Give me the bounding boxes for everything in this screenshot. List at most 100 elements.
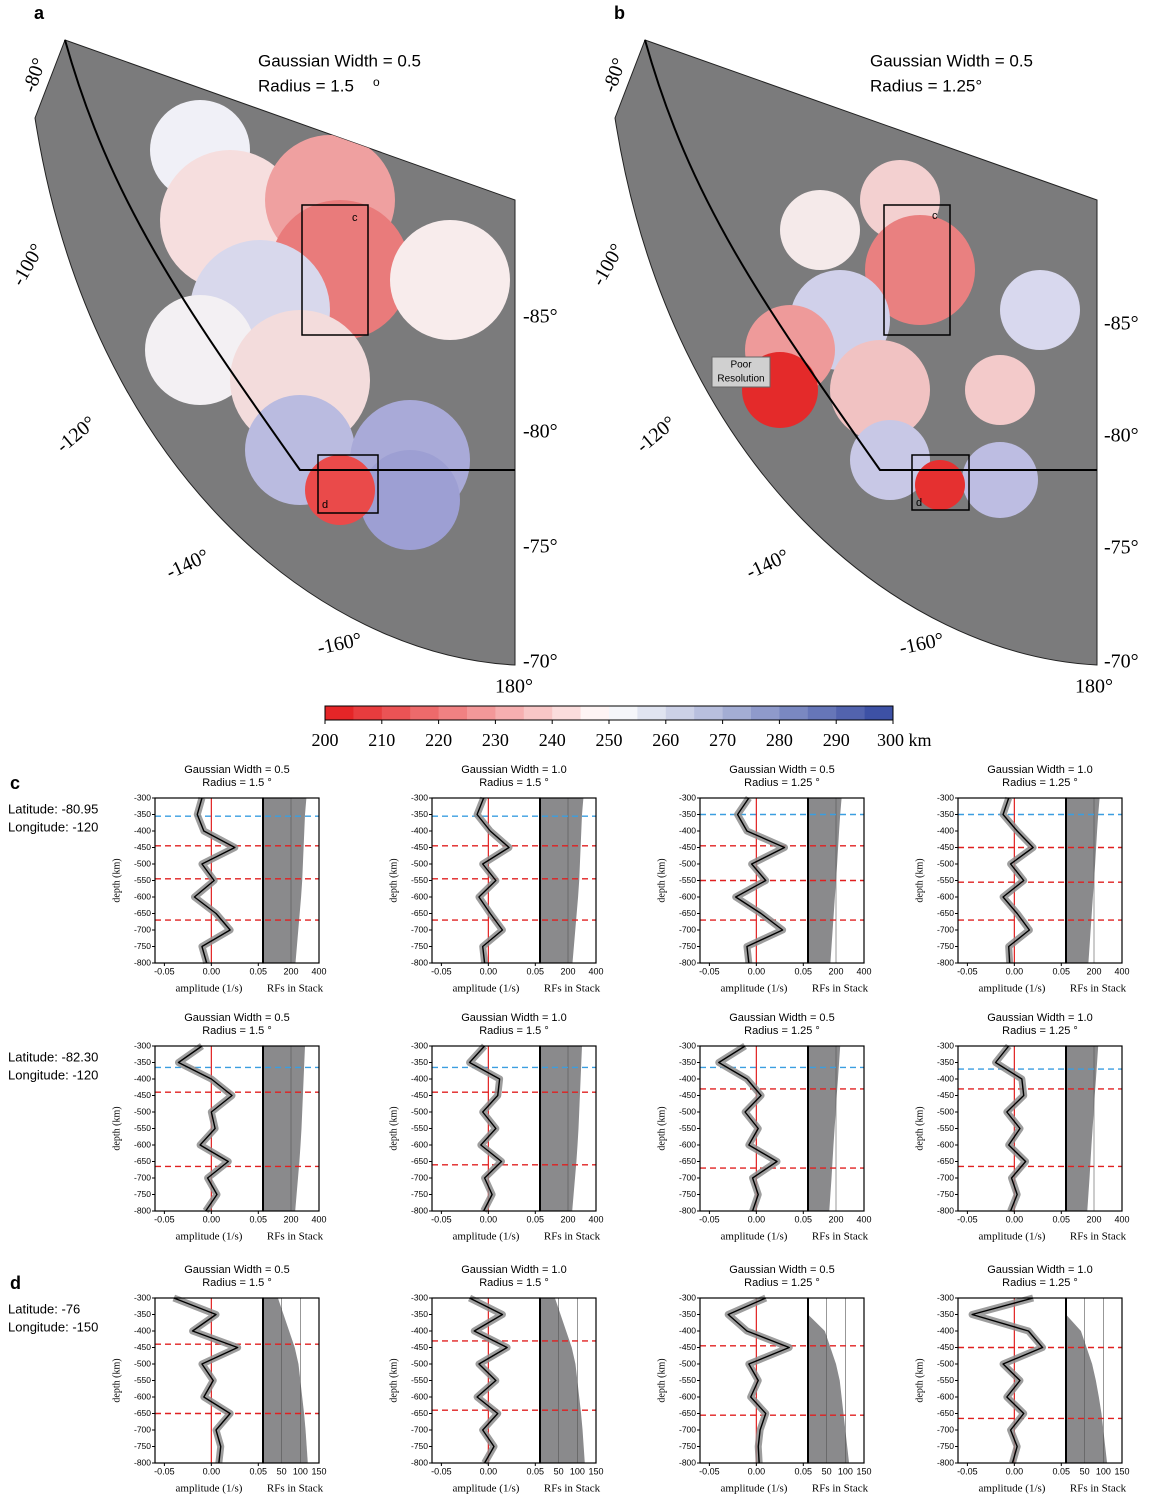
x-tick-label: -0.05 (699, 1466, 720, 1476)
y-tick-label: -650 (679, 1408, 696, 1418)
y-tick-label: -500 (679, 1106, 696, 1116)
y-tick-label: -800 (679, 1457, 696, 1467)
lon-label: -120° (52, 412, 100, 458)
y-tick-label: -800 (679, 957, 696, 967)
anomaly (850, 420, 930, 500)
y-tick-label: -400 (134, 1073, 151, 1083)
degree-mark: o (373, 75, 380, 89)
colorbar-step (637, 706, 667, 720)
y-tick-label: -750 (679, 1441, 696, 1451)
y-tick-label: -550 (679, 1375, 696, 1385)
x2-axis-label: RFs in Stack (267, 1483, 324, 1495)
amplitude-trace (468, 1045, 503, 1212)
y-tick-label: -750 (937, 1189, 954, 1199)
colorbar-tick-label: 290 (823, 730, 850, 750)
y-tick-label: -700 (411, 924, 428, 934)
region-box (317, 454, 379, 514)
x-axis-label: amplitude (1/s) (979, 1231, 1046, 1243)
x2-tick-label: 150 (856, 1466, 871, 1476)
plot-title: Gaussian Width = 1.0 (987, 1264, 1092, 1276)
y-tick-label: -700 (134, 1172, 151, 1182)
amplitude-trace (734, 797, 786, 964)
y-tick-label: -400 (679, 825, 696, 835)
row-latitude: Latitude: -76 (8, 1301, 80, 1316)
y-tick-label: -800 (411, 1205, 428, 1215)
x2-tick-label: 400 (856, 1214, 871, 1224)
plot-title: Gaussian Width = 1.0 (987, 1012, 1092, 1024)
x-tick-label: 0.05 (1053, 966, 1071, 976)
y-tick-label: -600 (134, 891, 151, 901)
map-b: b c d Poor Resolution Gaussian Width = 0… (587, 3, 1138, 698)
colorbar-tick-label: 200 (312, 730, 339, 750)
y-tick-label: -400 (411, 1325, 428, 1335)
x-tick-label: -0.05 (154, 1466, 175, 1476)
box-label: d (916, 497, 922, 509)
map-subtitle: Radius = 1.5 (258, 76, 354, 95)
y-tick-label: -700 (679, 924, 696, 934)
y-tick-label: -350 (679, 809, 696, 819)
x-tick-label: 0.05 (527, 1466, 545, 1476)
x2-tick-label: 50 (1080, 1466, 1090, 1476)
y-tick-label: -650 (679, 908, 696, 918)
x-tick-label: -0.05 (699, 966, 720, 976)
y-tick-label: -500 (679, 858, 696, 868)
x2-axis-label: RFs in Stack (1070, 1483, 1127, 1495)
x2-axis-label: RFs in Stack (1070, 1231, 1127, 1243)
y-tick-label: -650 (679, 1156, 696, 1166)
x-tick-label: 0.00 (1006, 1466, 1024, 1476)
plot-subtitle: Radius = 1.5 ° (202, 777, 272, 789)
y-tick-label: -500 (134, 1106, 151, 1116)
x2-tick-label: 200 (560, 966, 575, 976)
lat-label: -70° (1104, 651, 1139, 673)
x-tick-label: -0.05 (699, 1214, 720, 1224)
x-tick-label: -0.05 (154, 966, 175, 976)
amplitude-band (992, 1043, 1030, 1213)
rf-count-area (808, 1046, 841, 1211)
anomaly (915, 460, 965, 510)
colorbar-step (864, 706, 894, 720)
row-longitude: Longitude: -120 (8, 819, 98, 834)
plot-subtitle: Radius = 1.5 ° (202, 1025, 272, 1037)
y-tick-label: -700 (937, 1424, 954, 1434)
y-tick-label: -500 (937, 1358, 954, 1368)
x-tick-label: 0.05 (795, 1214, 813, 1224)
y-tick-label: -600 (937, 1139, 954, 1149)
y-tick-label: -300 (937, 792, 954, 802)
map-title: Gaussian Width = 0.5 (258, 51, 421, 70)
y-tick-label: -700 (134, 924, 151, 934)
x2-axis-label: RFs in Stack (812, 1483, 869, 1495)
y-tick-label: -300 (679, 1040, 696, 1050)
y-tick-label: -700 (937, 924, 954, 934)
rf-count-area (263, 1046, 305, 1211)
coastline (64, 39, 515, 471)
y-tick-label: -500 (134, 1358, 151, 1368)
y-tick-label: -750 (679, 1189, 696, 1199)
x-tick-label: -0.05 (154, 1214, 175, 1224)
x-tick-label: -0.05 (431, 1214, 452, 1224)
colorbar-step (325, 706, 354, 720)
x2-axis-label: RFs in Stack (1070, 983, 1127, 995)
y-tick-label: -550 (679, 875, 696, 885)
y-tick-label: -350 (679, 1309, 696, 1319)
y-tick-label: -450 (679, 842, 696, 852)
y-tick-label: -750 (134, 1189, 151, 1199)
x-axis-label: amplitude (1/s) (453, 1231, 520, 1243)
y-tick-label: -300 (134, 792, 151, 802)
colorbar-step (836, 706, 866, 720)
anomaly (962, 442, 1038, 518)
y-tick-label: -750 (411, 1189, 428, 1199)
y-tick-label: -550 (134, 875, 151, 885)
x-tick-label: 0.05 (527, 966, 545, 976)
plot-subtitle: Radius = 1.25 ° (1002, 1025, 1078, 1037)
colorbar-step (552, 706, 582, 720)
y-tick-label: -800 (134, 957, 151, 967)
y-tick-label: -650 (134, 908, 151, 918)
y-tick-label: -750 (937, 941, 954, 951)
x-axis-label: amplitude (1/s) (453, 1483, 520, 1495)
y-tick-label: -300 (411, 1292, 428, 1302)
y-tick-label: -700 (679, 1172, 696, 1182)
panel-label: a (34, 3, 45, 23)
